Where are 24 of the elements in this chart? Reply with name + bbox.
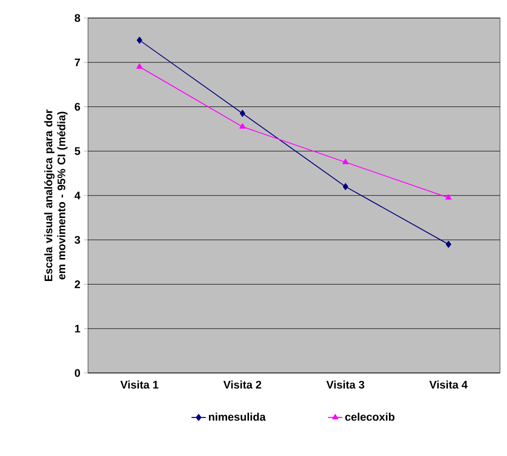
y-tick-label: 4 [74, 192, 80, 200]
x-tick-label: Visita 3 [326, 380, 364, 389]
legend-label: celecoxib [345, 412, 394, 421]
y-tick-label: 3 [74, 236, 80, 244]
y-tick-label: 8 [74, 14, 80, 22]
y-tick-label: 5 [74, 147, 80, 155]
legend-label: nimesulida [208, 412, 266, 421]
point [239, 123, 246, 129]
point [136, 63, 143, 69]
point [240, 110, 246, 117]
point [342, 183, 348, 190]
x-tick-label: Visita 1 [120, 380, 158, 389]
x-tick-label: Visita 4 [429, 380, 468, 389]
y-tick-label: 6 [74, 102, 80, 111]
point [446, 240, 452, 248]
point [445, 194, 452, 200]
y-tick-label: 1 [75, 324, 80, 332]
y-axis-title: Escala visual analógica para dor em movimento - 95% CI (média) [44, 109, 68, 281]
y-tick-label: 0 [74, 369, 80, 377]
point [342, 158, 349, 164]
y-tick-label: 2 [74, 280, 80, 288]
x-tick-label: Visita 2 [223, 380, 262, 389]
y-tick-label: 7 [74, 58, 80, 66]
point [136, 36, 142, 44]
